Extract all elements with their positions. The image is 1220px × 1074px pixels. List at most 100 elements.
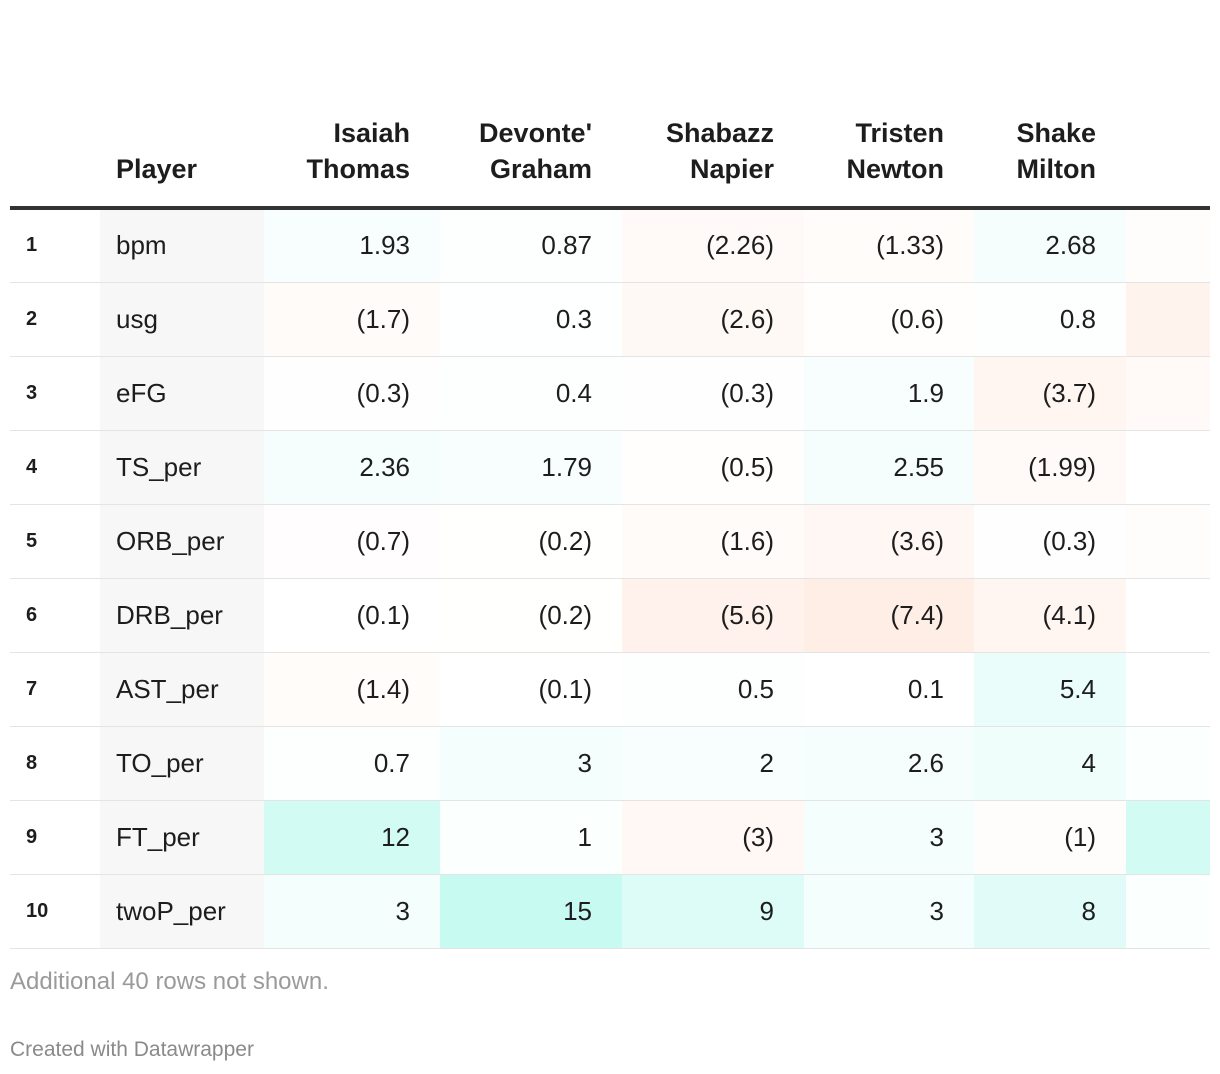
value-cell: (4.1) bbox=[974, 578, 1126, 653]
value-cell: 15 bbox=[440, 874, 622, 949]
header-player-1: Isaiah Thomas bbox=[264, 0, 440, 210]
value-cell: 2.36 bbox=[264, 430, 440, 505]
value-cell: 3 bbox=[804, 800, 974, 875]
value-cell: 8 bbox=[974, 874, 1126, 949]
row-metric: eFG bbox=[100, 356, 264, 431]
row-index: 10 bbox=[10, 874, 100, 949]
row-metric: FT_per bbox=[100, 800, 264, 875]
row-index: 5 bbox=[10, 504, 100, 579]
value-cell: (0.2) bbox=[440, 578, 622, 653]
row-metric: ORB_per bbox=[100, 504, 264, 579]
table-row: 10 twoP_per 3 15 9 3 8 bbox=[10, 874, 1210, 949]
value-cell: 2.6 bbox=[804, 726, 974, 801]
row-index: 3 bbox=[10, 356, 100, 431]
header-player-2: Devonte' Graham bbox=[440, 0, 622, 210]
value-cell: (7.4) bbox=[804, 578, 974, 653]
value-cell: (3) bbox=[622, 800, 804, 875]
value-cell: (0.7) bbox=[264, 504, 440, 579]
value-cell: (2. bbox=[1126, 356, 1210, 431]
table-row: 9 FT_per 12 1 (3) 3 (1) bbox=[10, 800, 1210, 875]
row-index: 7 bbox=[10, 652, 100, 727]
header-player: Player bbox=[100, 0, 264, 210]
value-cell: (5. bbox=[1126, 282, 1210, 357]
value-cell: (0.6) bbox=[804, 282, 974, 357]
value-cell: (0.3) bbox=[622, 356, 804, 431]
value-cell: 0.8 bbox=[974, 282, 1126, 357]
header-player-6: RusSmi bbox=[1126, 0, 1210, 210]
table-notes: Additional 40 rows not shown. bbox=[10, 968, 329, 995]
value-cell: 0.7 bbox=[264, 726, 440, 801]
value-cell: (0. bbox=[1126, 652, 1210, 727]
value-cell: (0.5) bbox=[622, 430, 804, 505]
table-header-row: Player Isaiah Thomas Devonte' Graham Shabazz N… bbox=[10, 0, 1210, 210]
value-cell: (0.3) bbox=[264, 356, 440, 431]
value-cell: 0.4 bbox=[440, 356, 622, 431]
value-cell: (1. bbox=[1126, 504, 1210, 579]
value-cell: 9 bbox=[622, 874, 804, 949]
header-index bbox=[10, 0, 100, 210]
header-player-5: Shake Milton bbox=[974, 0, 1126, 210]
table-body: 1bpm1.930.87(2.26)(1.33)2.68(0.82usg(1.7… bbox=[10, 208, 1210, 949]
value-cell: (0.8 bbox=[1126, 208, 1210, 283]
value-cell: (5.6) bbox=[622, 578, 804, 653]
value-cell: 4 bbox=[974, 726, 1126, 801]
value-cell: 1 bbox=[1126, 726, 1210, 801]
value-cell: (0.1) bbox=[264, 578, 440, 653]
value-cell: (1.4) bbox=[264, 652, 440, 727]
value-cell: 1 bbox=[440, 800, 622, 875]
value-cell: 2.55 bbox=[804, 430, 974, 505]
value-cell: 3 bbox=[264, 874, 440, 949]
value-cell: 0.5 bbox=[622, 652, 804, 727]
value-cell: 12 bbox=[264, 800, 440, 875]
value-cell: (0. bbox=[1126, 578, 1210, 653]
row-metric: AST_per bbox=[100, 652, 264, 727]
data-table-container: Player Isaiah Thomas Devonte' Graham Shabazz N… bbox=[10, 0, 1210, 950]
row-metric: TS_per bbox=[100, 430, 264, 505]
value-cell: (1.6) bbox=[622, 504, 804, 579]
value-cell: 1.9 bbox=[804, 356, 974, 431]
table-row: 4 TS_per 2.36 1.79 (0.5) 2.55 (1.99) bbox=[10, 430, 1210, 505]
value-cell: (0.2) bbox=[440, 504, 622, 579]
value-cell: 2.68 bbox=[974, 208, 1126, 283]
row-index: 2 bbox=[10, 282, 100, 357]
value-cell: (0.3) bbox=[974, 504, 1126, 579]
row-metric: twoP_per bbox=[100, 874, 264, 949]
data-table: Player Isaiah Thomas Devonte' Graham Shabazz N… bbox=[10, 0, 1210, 949]
row-metric: bpm bbox=[100, 208, 264, 283]
row-index: 8 bbox=[10, 726, 100, 801]
value-cell: (1.33) bbox=[804, 208, 974, 283]
value-cell: 1.93 bbox=[264, 208, 440, 283]
row-index: 9 bbox=[10, 800, 100, 875]
value-cell: (1) bbox=[974, 800, 1126, 875]
value-cell bbox=[1126, 800, 1210, 875]
row-metric: TO_per bbox=[100, 726, 264, 801]
value-cell: 0.3 bbox=[440, 282, 622, 357]
value-cell: (1.99) bbox=[974, 430, 1126, 505]
value-cell: 3 bbox=[440, 726, 622, 801]
value-cell: (2.26) bbox=[622, 208, 804, 283]
value-cell: 0.87 bbox=[440, 208, 622, 283]
row-metric: usg bbox=[100, 282, 264, 357]
row-index: 6 bbox=[10, 578, 100, 653]
row-index: 1 bbox=[10, 208, 100, 283]
value-cell: (3.6) bbox=[804, 504, 974, 579]
value-cell bbox=[1126, 874, 1210, 949]
row-index: 4 bbox=[10, 430, 100, 505]
value-cell: (1.7) bbox=[264, 282, 440, 357]
row-metric: DRB_per bbox=[100, 578, 264, 653]
value-cell: 2 bbox=[622, 726, 804, 801]
header-player-4: Tristen Newton bbox=[804, 0, 974, 210]
value-cell bbox=[1126, 430, 1210, 505]
value-cell: 5.4 bbox=[974, 652, 1126, 727]
datawrapper-credit: Created with Datawrapper bbox=[10, 1038, 254, 1061]
value-cell: (0.1) bbox=[440, 652, 622, 727]
value-cell: 1.79 bbox=[440, 430, 622, 505]
value-cell: (2.6) bbox=[622, 282, 804, 357]
